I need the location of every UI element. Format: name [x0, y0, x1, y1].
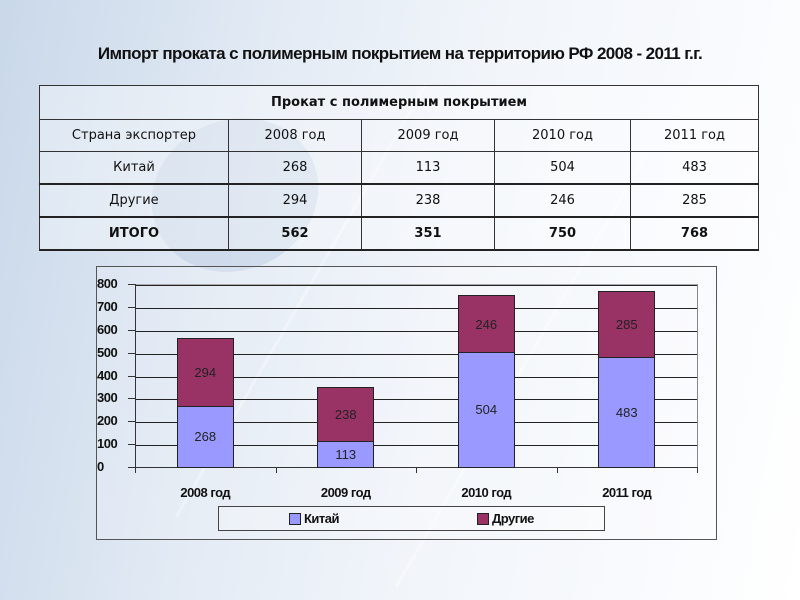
cell: 768 — [630, 216, 759, 251]
y-axis — [135, 284, 136, 468]
data-label: 246 — [475, 316, 498, 332]
table-row-total: ИТОГО 562 351 750 768 — [39, 216, 759, 251]
y-tick-mark — [128, 444, 135, 446]
table-row: Китай 268 113 504 483 — [39, 151, 759, 185]
x-tick-label: 2009 год — [320, 485, 371, 500]
cell: 562 — [228, 216, 362, 251]
bar-segment-china: 268 — [176, 405, 234, 468]
x-tick-mark — [556, 467, 558, 473]
chart-legend: Китай Другие — [218, 506, 605, 531]
legend-item-china: Китай — [289, 511, 340, 526]
cell: 285 — [630, 183, 759, 218]
y-tick-mark — [128, 421, 135, 423]
data-label: 238 — [334, 406, 357, 422]
bar-segment-other: 246 — [457, 295, 515, 353]
gridline — [135, 353, 697, 355]
table-caption: Прокат с полимерным покрытием — [39, 85, 759, 120]
plot-area — [135, 284, 698, 468]
y-tick-mark — [128, 306, 135, 308]
data-label: 285 — [615, 316, 638, 332]
header-2008: 2008 год — [228, 119, 362, 152]
row-label-total: ИТОГО — [39, 216, 229, 251]
gridline — [135, 285, 697, 286]
data-label: 483 — [615, 404, 638, 420]
y-tick-label: 100 — [97, 436, 118, 452]
y-tick-mark — [128, 398, 135, 400]
header-2010: 2010 год — [494, 119, 631, 152]
import-table: Прокат с полимерным покрытием Страна экс… — [39, 85, 759, 251]
x-tick-label: 2011 год — [602, 485, 652, 500]
legend-item-other: Другие — [477, 511, 534, 526]
gridline — [135, 376, 697, 378]
y-tick-label: 700 — [97, 298, 118, 314]
header-2011: 2011 год — [630, 119, 759, 152]
data-label: 113 — [335, 447, 357, 463]
y-tick-label: 0 — [97, 459, 104, 474]
bar-segment-china: 113 — [317, 441, 375, 468]
y-tick-label: 500 — [97, 344, 118, 360]
gridline — [135, 307, 697, 309]
cell: 750 — [494, 216, 631, 251]
cell: 504 — [494, 151, 631, 185]
cell: 268 — [228, 151, 362, 185]
bar-segment-other: 285 — [598, 291, 656, 358]
cell: 238 — [361, 183, 495, 218]
data-label: 268 — [194, 429, 217, 445]
legend-swatch-other — [477, 512, 489, 525]
gridline — [135, 422, 697, 424]
y-tick-mark — [128, 352, 135, 354]
table-row: Другие 294 238 246 285 — [39, 183, 759, 218]
cell: 351 — [361, 216, 495, 251]
x-tick-label: 2008 год — [180, 485, 231, 500]
header-country: Страна экспортер — [39, 119, 229, 152]
y-tick-label: 600 — [97, 321, 118, 337]
y-tick-label: 800 — [97, 276, 118, 291]
table-header-row: Страна экспортер 2008 год 2009 год 2010 … — [39, 119, 759, 152]
legend-label-china: Китай — [304, 511, 340, 526]
table-caption-row: Прокат с полимерным покрытием — [39, 85, 759, 120]
row-label-other: Другие — [39, 183, 229, 218]
row-label-china: Китай — [39, 151, 229, 185]
y-tick-mark — [128, 329, 135, 331]
header-2009: 2009 год — [361, 119, 495, 152]
x-tick-mark — [416, 467, 417, 473]
cell: 113 — [361, 151, 495, 185]
cell: 483 — [630, 151, 759, 185]
gridline — [135, 399, 697, 401]
y-tick-mark — [128, 467, 135, 468]
gridline — [135, 330, 697, 332]
cell: 294 — [228, 183, 362, 218]
x-tick-label: 2010 год — [461, 485, 512, 500]
bar-segment-china: 483 — [598, 356, 656, 468]
y-tick-mark — [128, 375, 135, 377]
cell: 246 — [494, 183, 631, 218]
gridline — [135, 445, 697, 447]
y-tick-mark — [128, 284, 135, 285]
y-tick-label: 400 — [97, 367, 118, 383]
legend-swatch-china — [289, 512, 301, 525]
bar-segment-china: 504 — [457, 351, 515, 468]
slide-title: Импорт проката с полимерным покрытием на… — [97, 44, 703, 63]
data-label: 294 — [194, 365, 217, 381]
bar-segment-other: 294 — [176, 338, 234, 407]
legend-label-other: Другие — [492, 511, 534, 526]
x-tick-mark — [275, 467, 277, 473]
y-tick-label: 200 — [97, 413, 118, 429]
x-tick-mark — [697, 467, 698, 473]
bar-segment-other: 238 — [317, 386, 375, 443]
y-tick-label: 300 — [97, 390, 118, 406]
x-tick-mark — [135, 467, 136, 473]
data-label: 504 — [475, 402, 498, 418]
